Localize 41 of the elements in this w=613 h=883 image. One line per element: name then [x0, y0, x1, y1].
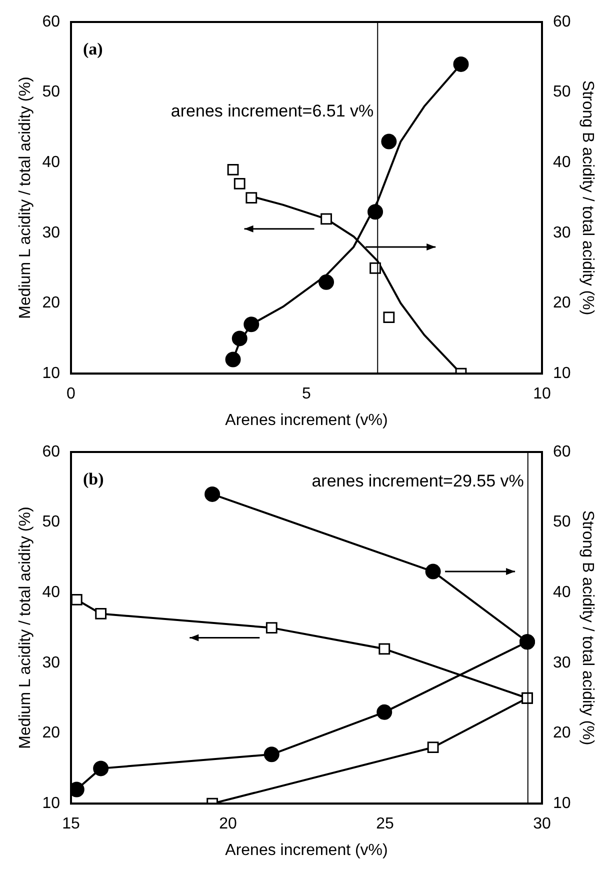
- x-tick-label: 5: [302, 386, 312, 403]
- y2-tick-label: 60: [553, 13, 571, 30]
- annotation: (b): [82, 469, 104, 488]
- y-tick-label: 60: [42, 13, 60, 30]
- y-tick-label: 20: [42, 294, 60, 312]
- x-tick-label: 0: [66, 386, 76, 403]
- y2-tick-label: 50: [553, 84, 571, 101]
- y2-tick-label: 10: [553, 365, 571, 382]
- y-tick-label: 30: [42, 654, 60, 672]
- y-axis-title: Medium L acidity / total acidity (%): [17, 506, 34, 749]
- y2-tick-label: 30: [553, 654, 571, 672]
- y-tick-label: 40: [42, 154, 60, 172]
- x-axis-title: Arenes increment (v%): [225, 842, 388, 859]
- y2-axis-title: Strong B acidity / total acidity (%): [578, 80, 596, 316]
- ref-line-label: arenes increment=6.51 v%: [170, 102, 374, 121]
- y2-tick-label: 40: [553, 584, 571, 602]
- x-tick-label: 25: [376, 816, 394, 833]
- y2-tick-label: 10: [553, 795, 571, 812]
- y-tick-label: 20: [42, 724, 60, 742]
- x-tick-label: 10: [533, 386, 552, 403]
- y2-tick-label: 20: [553, 294, 571, 312]
- y-tick-label: 50: [42, 514, 60, 531]
- y2-tick-label: 40: [553, 154, 571, 172]
- y-axis-title: Medium L acidity / total acidity (%): [17, 76, 34, 319]
- y-tick-label: 10: [42, 365, 60, 382]
- y-tick-label: 50: [42, 84, 60, 101]
- y2-tick-label: 60: [553, 443, 571, 460]
- x-tick-label: 15: [62, 816, 80, 833]
- ref-line-label: arenes increment=29.55 v%: [312, 472, 524, 491]
- x-tick-label: 20: [219, 816, 237, 833]
- y-tick-label: 30: [42, 224, 60, 242]
- y-tick-label: 10: [42, 795, 60, 812]
- y2-tick-label: 20: [553, 724, 571, 742]
- x-axis-title: Arenes increment (v%): [225, 412, 388, 429]
- y2-tick-label: 30: [553, 224, 571, 242]
- x-tick-label: 30: [533, 816, 552, 833]
- y-tick-label: 60: [42, 443, 60, 460]
- annotation: (a): [82, 39, 103, 58]
- y-tick-label: 40: [42, 584, 60, 602]
- y2-tick-label: 50: [553, 514, 571, 531]
- y2-axis-title: Strong B acidity / total acidity (%): [578, 510, 596, 746]
